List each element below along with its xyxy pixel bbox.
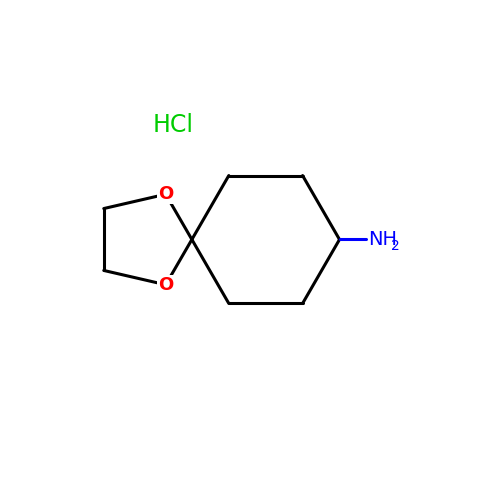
Text: O: O	[158, 185, 173, 203]
Text: HCl: HCl	[152, 113, 194, 137]
Text: 2: 2	[391, 239, 399, 253]
Text: NH: NH	[368, 230, 397, 249]
Text: O: O	[158, 276, 173, 294]
